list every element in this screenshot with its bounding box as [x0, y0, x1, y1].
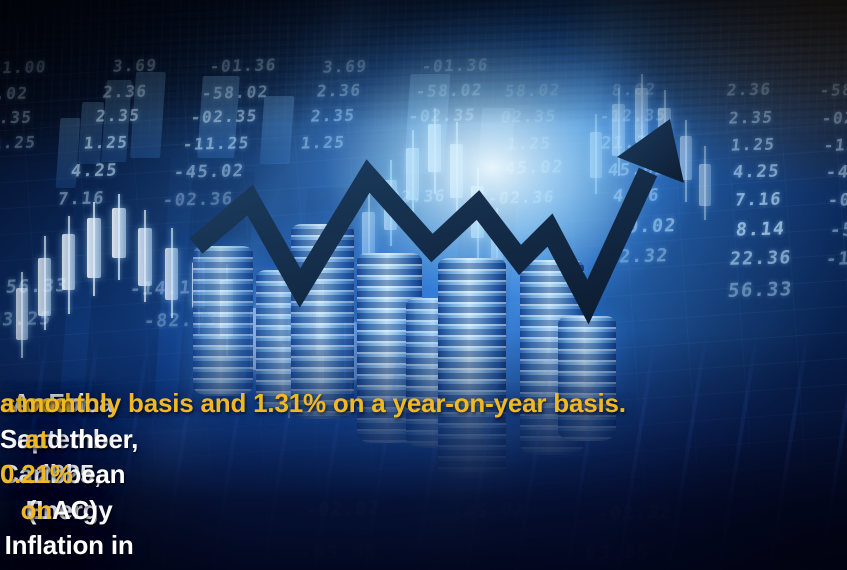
caption-line-2-white: America and the Caribbean (LAC) [0, 388, 126, 525]
caption-line-3: a monthly basis and 1.31% on a year-on-y… [0, 388, 626, 418]
caption-line-1-text: For September, 2025, Energy Inflation in… [0, 388, 139, 570]
caption-line-2-highlight: stood at 0.21% on [0, 388, 73, 525]
